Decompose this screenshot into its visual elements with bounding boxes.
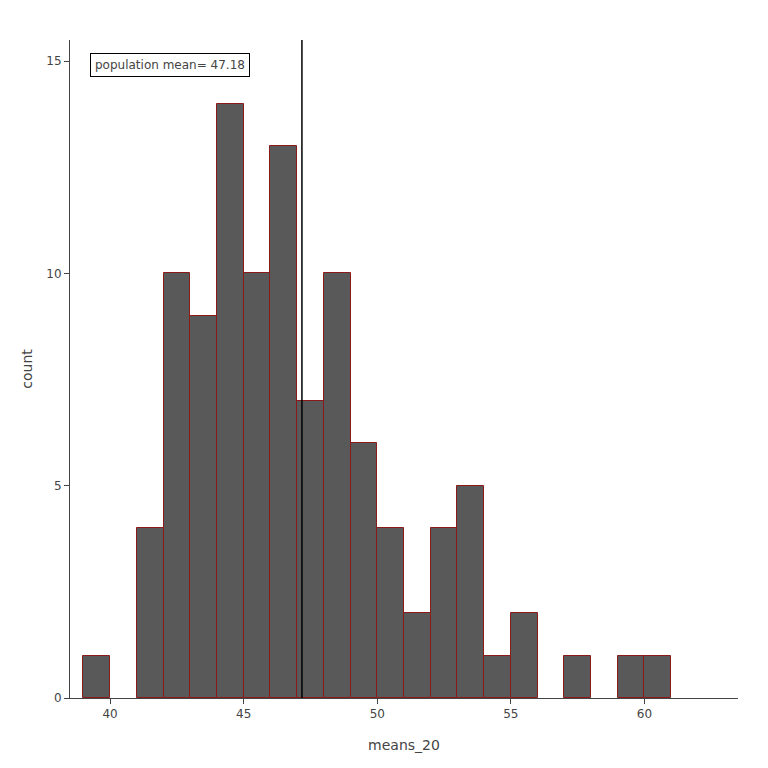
svg-text:60: 60 bbox=[637, 707, 652, 721]
svg-text:means_20: means_20 bbox=[368, 737, 440, 753]
svg-text:0: 0 bbox=[54, 691, 62, 705]
svg-text:55: 55 bbox=[503, 707, 518, 721]
svg-text:5: 5 bbox=[54, 479, 62, 493]
svg-text:15: 15 bbox=[46, 54, 61, 68]
svg-text:10: 10 bbox=[46, 267, 61, 281]
svg-text:count: count bbox=[19, 349, 35, 389]
svg-text:45: 45 bbox=[236, 707, 251, 721]
svg-text:population mean= 47.18: population mean= 47.18 bbox=[95, 58, 245, 72]
svg-text:40: 40 bbox=[102, 707, 117, 721]
svg-text:50: 50 bbox=[370, 707, 385, 721]
